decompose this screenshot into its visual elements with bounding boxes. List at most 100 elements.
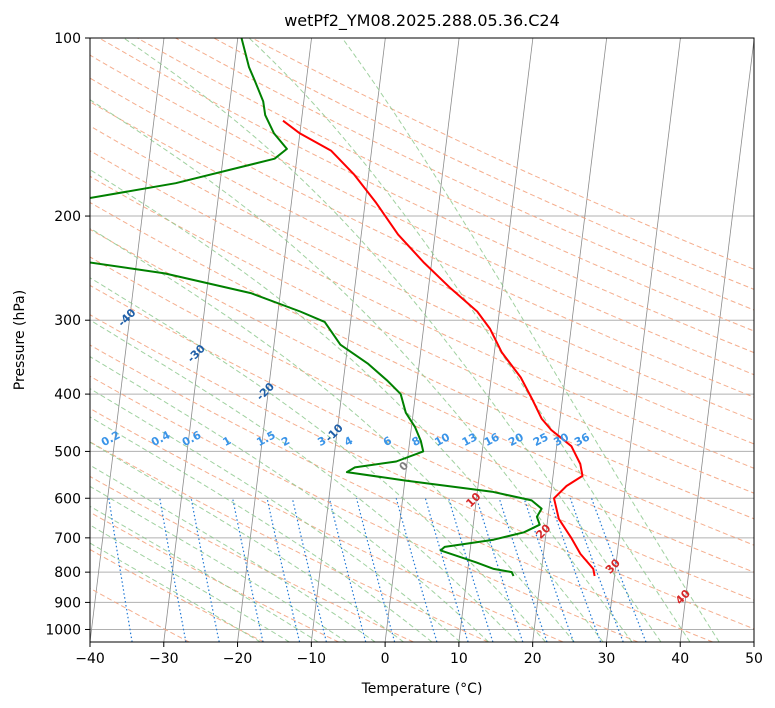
mixing-ratio-label: 0.2	[99, 428, 122, 449]
dry-adiabat-line	[90, 77, 754, 398]
mixing-ratio-line	[523, 498, 575, 642]
y-tick-label: 600	[54, 491, 81, 507]
dry-adiabat-line	[90, 150, 754, 469]
moist-adiabat-line	[90, 99, 633, 642]
y-axis-label: Pressure (hPa)	[12, 290, 28, 390]
mixing-ratio-line	[266, 498, 301, 642]
mixing-ratio-label: 0.6	[180, 428, 204, 449]
mixing-ratio-line	[291, 498, 327, 642]
moist-adiabat-line	[90, 388, 461, 642]
mixing-ratio-line	[448, 498, 494, 642]
mixing-ratio-label: 1.5	[254, 428, 277, 449]
dry-adiabat-line	[90, 441, 489, 642]
grid-layer	[90, 38, 754, 642]
isotherm-line	[753, 638, 754, 642]
dry-adiabat-line	[90, 475, 414, 642]
isotherm-label: -20	[254, 380, 277, 403]
dry-adiabat-line	[137, 38, 754, 332]
x-tick-label: 0	[381, 651, 390, 667]
x-tick-label: −20	[223, 651, 253, 667]
isotherm-label: -30	[185, 342, 208, 365]
mixing-ratio-line	[591, 498, 647, 642]
isotherm-line	[90, 38, 165, 642]
moist-adiabat-line	[90, 524, 290, 642]
moist-adiabat-line	[90, 227, 575, 642]
isotherm-line	[532, 38, 608, 642]
x-tick-label: 20	[524, 651, 542, 667]
isotherm-label: -60	[0, 220, 2, 243]
y-tick-label: 300	[54, 313, 81, 329]
moist-adiabat-line	[123, 38, 662, 642]
x-tick-label: −40	[75, 651, 105, 667]
moist-adiabat-line	[90, 464, 376, 642]
mixing-ratio-label: 13	[460, 430, 480, 449]
y-tick-label: 200	[54, 209, 81, 225]
y-tick-label: 400	[54, 387, 81, 403]
mixing-ratio-line	[395, 498, 438, 642]
dry-adiabat-line	[90, 548, 265, 642]
isotherm-label: 20	[533, 521, 553, 541]
x-tick-label: 30	[598, 651, 616, 667]
dry-adiabat-line	[251, 38, 754, 270]
isotherm-line	[237, 38, 312, 642]
mixing-ratio-line	[232, 498, 264, 642]
moist-adiabat-line	[341, 38, 720, 642]
isotherm-label: 40	[673, 587, 693, 607]
mixing-ratio-label: 20	[506, 430, 526, 449]
isotherm-label: -50	[47, 264, 70, 287]
isotherm-line	[606, 38, 681, 642]
mixing-ratio-label: 0.4	[149, 428, 173, 449]
moist-adiabat-line	[90, 505, 319, 642]
x-tick-label: 50	[745, 651, 763, 667]
temperature-profile-line	[282, 119, 596, 577]
isotherm-line	[310, 38, 386, 642]
dry-adiabat-line	[90, 201, 754, 520]
y-tick-label: 900	[54, 595, 81, 611]
moist-adiabat-line	[90, 356, 489, 642]
moist-adiabat-line	[90, 485, 347, 642]
mixing-ratio-label: 25	[531, 430, 551, 449]
mixing-ratio-label: 10	[432, 430, 452, 449]
y-tick-label: 100	[54, 31, 81, 47]
isopleth-label-layer: 0.10.20.40.611.52346810131620253036-100-…	[0, 220, 693, 607]
axes-layer: −40 −30 −20 −10 0 10 20 30 40 5010020030040050060…	[45, 31, 763, 667]
dry-adiabat-line	[90, 175, 754, 494]
y-tick-label: 700	[54, 531, 81, 547]
dry-adiabat-line	[90, 54, 754, 376]
y-tick-label: 800	[54, 565, 81, 581]
isotherm-label: 30	[603, 556, 623, 576]
mixing-ratio-label: 16	[482, 430, 502, 449]
dry-adiabat-line	[175, 38, 754, 311]
isotherm-label: -40	[115, 306, 138, 329]
dry-adiabat-line	[90, 125, 754, 445]
isotherm-line	[679, 38, 754, 642]
mixing-ratio-line	[569, 498, 624, 642]
dry-adiabat-line	[90, 314, 754, 630]
mixing-ratio-line	[355, 498, 396, 642]
dry-adiabat-line	[90, 284, 754, 601]
dry-adiabat-line	[213, 38, 754, 290]
y-tick-label: 500	[54, 444, 81, 460]
moist-adiabat-line	[248, 38, 691, 642]
mixing-ratio-label: 36	[572, 430, 592, 449]
x-tick-label: −10	[297, 651, 327, 667]
mixing-ratio-label: 1	[221, 434, 234, 449]
dry-adiabat-line	[90, 228, 754, 546]
mixing-ratio-line	[548, 498, 602, 642]
dry-adiabat-line	[90, 375, 638, 642]
dry-adiabat-line	[90, 344, 713, 642]
mixing-ratio-line	[476, 498, 524, 642]
x-tick-label: 10	[450, 651, 468, 667]
isotherm-line	[384, 38, 460, 642]
isotherm-line	[163, 38, 239, 642]
dry-adiabat-line	[90, 101, 754, 421]
chart-title: wetPf2_YM08.2025.288.05.36.C24	[284, 11, 560, 31]
mixing-ratio-line	[108, 498, 133, 642]
moist-adiabat-line	[90, 441, 404, 642]
moist-adiabat-line	[90, 542, 261, 642]
mixing-ratio-line	[328, 498, 367, 642]
moist-adiabat-line	[90, 169, 604, 642]
dry-adiabat-line	[90, 256, 754, 573]
plot-frame	[89, 37, 755, 643]
moist-adiabat-line	[90, 416, 433, 642]
